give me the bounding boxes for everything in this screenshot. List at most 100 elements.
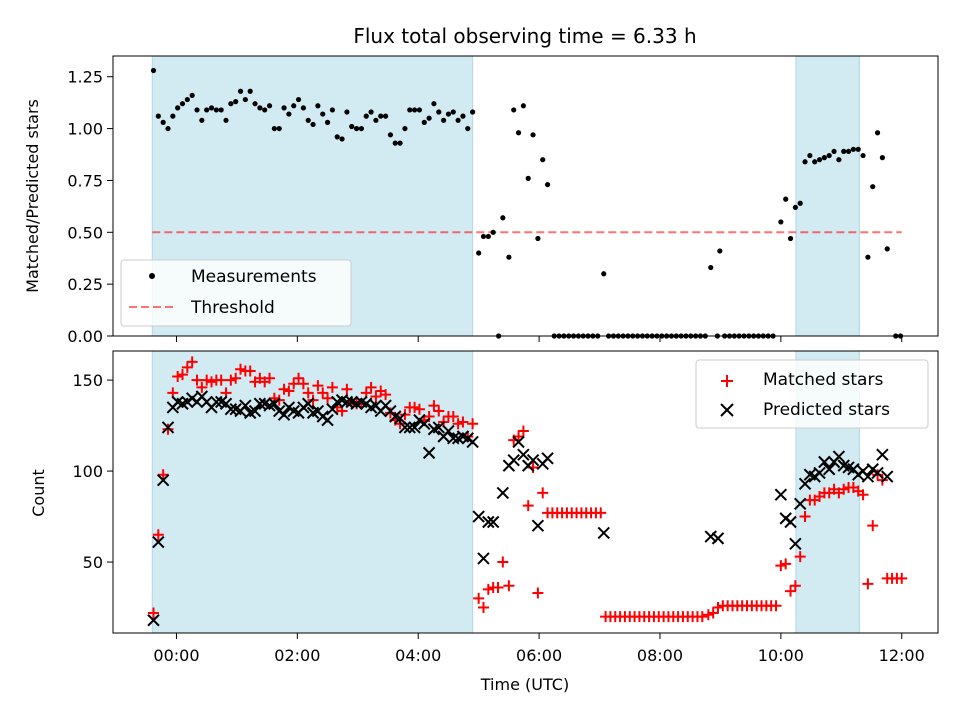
measurement-point: [353, 125, 360, 132]
shaded-window-2: [795, 55, 860, 337]
matched-star-point: [365, 381, 377, 393]
measurement-point: [155, 113, 161, 119]
y-tick-label: 1.25: [67, 68, 103, 87]
matched-star-point: [537, 487, 549, 499]
predicted-star-point: [477, 552, 490, 565]
measurement-point: [845, 148, 852, 155]
predicted-star-point: [832, 450, 846, 463]
predicted-star-point: [398, 421, 412, 434]
matched-star-point: [312, 380, 324, 392]
measurement-point: [378, 113, 384, 119]
measurement-point: [204, 107, 210, 113]
measurement-point: [373, 117, 379, 123]
measurement-point: [525, 175, 531, 181]
measurement-point: [189, 92, 195, 99]
measurement-point: [247, 88, 253, 94]
y-tick-label: 100: [72, 462, 103, 481]
measurement-point: [320, 111, 326, 117]
measurement-point: [392, 140, 398, 146]
ratio-plot-frame: [112, 55, 939, 337]
predicted-star-point: [466, 435, 479, 449]
matched-star-point: [862, 578, 874, 590]
matched-star-point: [457, 416, 469, 428]
measurement-point: [850, 146, 856, 152]
measurement-point: [544, 181, 551, 188]
measurement-point: [431, 101, 437, 107]
predicted-star-point: [861, 470, 875, 483]
ratio-legend-box: [120, 259, 352, 327]
predicted-star-point: [432, 421, 445, 434]
measurement-point: [441, 117, 447, 123]
measurement-point: [812, 159, 818, 165]
measurement-point: [450, 109, 456, 115]
measurement-point: [324, 119, 331, 125]
matched-star-point: [206, 376, 218, 388]
matched-star-point: [215, 374, 227, 386]
measurement-point: [511, 107, 517, 113]
measurement-point: [411, 107, 418, 113]
measurement-point: [199, 117, 205, 123]
matched-star-point: [297, 378, 309, 390]
predicted-star-point: [152, 535, 165, 549]
matched-star-point: [794, 551, 806, 563]
measurement-point: [540, 157, 546, 163]
x-axis-label: Time (UTC): [480, 675, 569, 694]
matched-star-point: [409, 401, 421, 413]
measurement-point: [792, 204, 798, 211]
predicted-star-point: [876, 448, 889, 461]
measurement-point: [295, 96, 302, 103]
predicted-star-point: [340, 395, 354, 409]
count-panel: 50 100 150 00:00 02:00 04:00 06:00 08:00 10:00 1…: [29, 350, 939, 694]
measurement-point: [286, 111, 292, 117]
matched-star-point: [230, 372, 242, 384]
matched-star-point: [293, 372, 305, 384]
predicted-star-point: [711, 532, 725, 545]
predicted-star-point: [248, 404, 262, 418]
matched-star-point: [522, 500, 534, 512]
measurement-point: [228, 101, 234, 107]
ratio-x-ticks: [175, 336, 903, 342]
measurement-point: [300, 105, 306, 111]
measurement-point: [237, 88, 244, 94]
matched-star-point: [467, 418, 479, 430]
ratio-y-axis-label: Matched/Predicted stars: [23, 99, 42, 293]
matched-star-point: [317, 387, 329, 399]
predicted-star-point: [442, 424, 455, 438]
measurement-point: [860, 152, 866, 159]
y-tick-label: 0.50: [67, 223, 103, 242]
y-tick-label: 0.25: [67, 275, 103, 294]
measurement-point: [520, 103, 526, 109]
y-tick-label: 1.00: [67, 120, 103, 139]
matched-star-point: [780, 558, 792, 570]
measurement-point: [826, 152, 832, 159]
matched-star-point: [413, 403, 425, 415]
y-tick-label: 50: [83, 553, 103, 572]
matched-star-point: [162, 423, 174, 435]
measurement-point: [787, 235, 794, 242]
matched-star-point: [447, 410, 459, 422]
predicted-star-point: [813, 466, 826, 480]
matched-star-point: [428, 400, 440, 412]
count-x-ticks: 00:00 02:00 04:00 06:00 08:00 10:00 12:00: [153, 633, 925, 665]
x-tick-label: 04:00: [395, 646, 441, 665]
matched-legend-label: Matched stars: [763, 370, 883, 390]
measurement-point: [262, 107, 268, 113]
predicted-star-point: [482, 515, 495, 529]
predicted-star-point: [784, 515, 797, 529]
matched-star-point: [492, 582, 504, 594]
measurement-point: [530, 132, 536, 138]
matched-star-point: [473, 592, 485, 604]
count-y-axis-label: Count: [29, 469, 48, 517]
measurement-point: [218, 107, 224, 113]
matched-star-point: [196, 381, 208, 393]
measurement-point: [281, 105, 287, 111]
matched-star-point: [503, 580, 515, 592]
measurement-point: [276, 125, 282, 132]
predicted-star-point: [541, 452, 554, 465]
measurement-point: [436, 109, 442, 115]
measurement-point: [874, 130, 881, 136]
measurement-point: [160, 119, 166, 125]
measurement-point: [416, 107, 423, 113]
threshold-legend-label: Threshold: [190, 298, 275, 318]
predicted-legend-label: Predicted stars: [763, 400, 890, 420]
